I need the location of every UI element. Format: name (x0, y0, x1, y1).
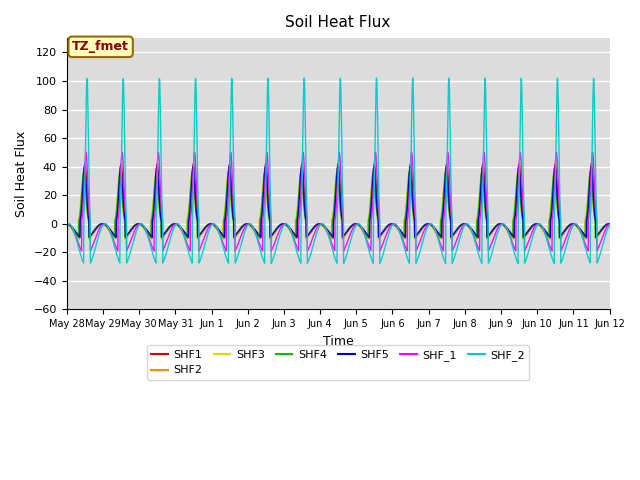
Text: TZ_fmet: TZ_fmet (72, 40, 129, 53)
Legend: SHF1, SHF2, SHF3, SHF4, SHF5, SHF_1, SHF_2: SHF1, SHF2, SHF3, SHF4, SHF5, SHF_1, SHF… (147, 346, 529, 380)
Y-axis label: Soil Heat Flux: Soil Heat Flux (15, 131, 28, 217)
X-axis label: Time: Time (323, 335, 353, 348)
Title: Soil Heat Flux: Soil Heat Flux (285, 15, 391, 30)
